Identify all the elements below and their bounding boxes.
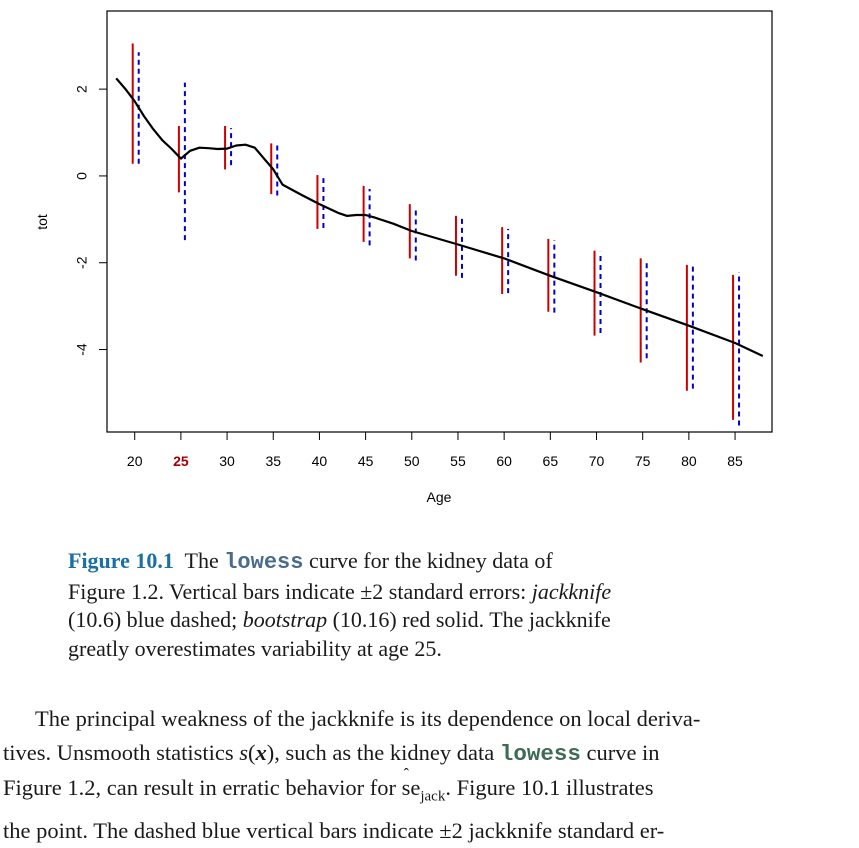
body-line-1: The principal weakness of the jackknife … bbox=[35, 706, 701, 731]
caption-text-1a: The bbox=[184, 548, 219, 573]
caption-text-3b: (10.16) red solid. The jackknife bbox=[332, 607, 611, 632]
x-tick-label: 45 bbox=[358, 453, 374, 469]
plot-frame bbox=[106, 10, 773, 433]
math-s: s bbox=[239, 739, 249, 765]
y-tick-label: 2 bbox=[74, 85, 90, 93]
body-text-2b: , such as the kidney data bbox=[274, 739, 495, 765]
y-tick-label: -2 bbox=[74, 256, 90, 269]
body-line-3: Figure 1.2, can result in erratic behavi… bbox=[3, 766, 815, 814]
math-x: x bbox=[255, 739, 267, 765]
y-tick-label: -4 bbox=[74, 343, 90, 356]
caption-text-3a: (10.6) blue dashed; bbox=[68, 607, 238, 632]
caption-em-jackknife: jackknife bbox=[531, 578, 612, 604]
body-line-4: the point. The dashed blue vertical bars… bbox=[3, 818, 665, 843]
body-code: lowess bbox=[499, 740, 581, 767]
error-bars bbox=[131, 43, 741, 426]
x-tick-label: 70 bbox=[589, 453, 605, 469]
se-text: se bbox=[401, 775, 421, 800]
x-axis: 20 25 30 35 40 45 50 55 60 65 70 75 80 85 bbox=[127, 432, 743, 469]
se-hat: ˆ bbox=[403, 766, 409, 783]
caption-code: lowess bbox=[224, 550, 304, 575]
x-tick-label: 65 bbox=[543, 453, 559, 469]
x-axis-label: Age bbox=[427, 489, 452, 505]
math-open-paren: ( bbox=[248, 739, 256, 765]
body-text-2a: tives. Unsmooth statistics bbox=[3, 739, 234, 765]
y-axis-label: tot bbox=[34, 214, 50, 230]
y-axis: -4 -2 0 2 bbox=[74, 85, 107, 356]
caption-em-bootstrap: bootstrap bbox=[242, 607, 328, 632]
x-tick-label: 35 bbox=[265, 453, 281, 469]
body-line-2: tives. Unsmooth statistics s(x), such as… bbox=[3, 736, 815, 772]
caption-text-2a: Figure 1.2. Vertical bars indicate ±2 st… bbox=[68, 578, 527, 604]
body-text-2c: curve in bbox=[586, 739, 660, 765]
x-tick-label: 30 bbox=[219, 453, 235, 469]
x-tick-label: 40 bbox=[312, 453, 328, 469]
math-close-paren: ) bbox=[266, 739, 275, 765]
x-tick-label: 50 bbox=[404, 453, 420, 469]
x-tick-label: 55 bbox=[450, 453, 466, 469]
x-tick-label: 20 bbox=[127, 453, 143, 469]
x-tick-label: 60 bbox=[496, 453, 512, 469]
x-tick-label: 80 bbox=[681, 453, 697, 469]
caption-text-1b: curve for the kidney data of bbox=[308, 548, 553, 573]
y-tick-label: 0 bbox=[74, 172, 90, 180]
body-text-3a: Figure 1.2, can result in erratic behavi… bbox=[3, 775, 396, 800]
body-paragraph: The principal weakness of the jackknife … bbox=[3, 702, 815, 848]
x-tick-label: 85 bbox=[727, 453, 743, 469]
se-jack-symbol: ˆ se bbox=[401, 766, 421, 805]
body-text-3b: . Figure 10.1 illustrates bbox=[445, 775, 654, 800]
figure-caption: Figure 10.1 The lowess curve for the kid… bbox=[68, 547, 788, 663]
figure-chart: 20 25 30 35 40 45 50 55 60 65 70 75 80 85 -4-202 Age … bbox=[34, 10, 773, 505]
lowess-curve bbox=[115, 77, 764, 357]
figure-label: Figure 10.1 bbox=[68, 548, 174, 573]
se-subscript: jack bbox=[420, 788, 446, 805]
caption-text-4: greatly overestimates variability at age… bbox=[68, 635, 442, 661]
x-tick-label: 25 bbox=[173, 453, 189, 469]
x-tick-label: 75 bbox=[635, 453, 651, 469]
